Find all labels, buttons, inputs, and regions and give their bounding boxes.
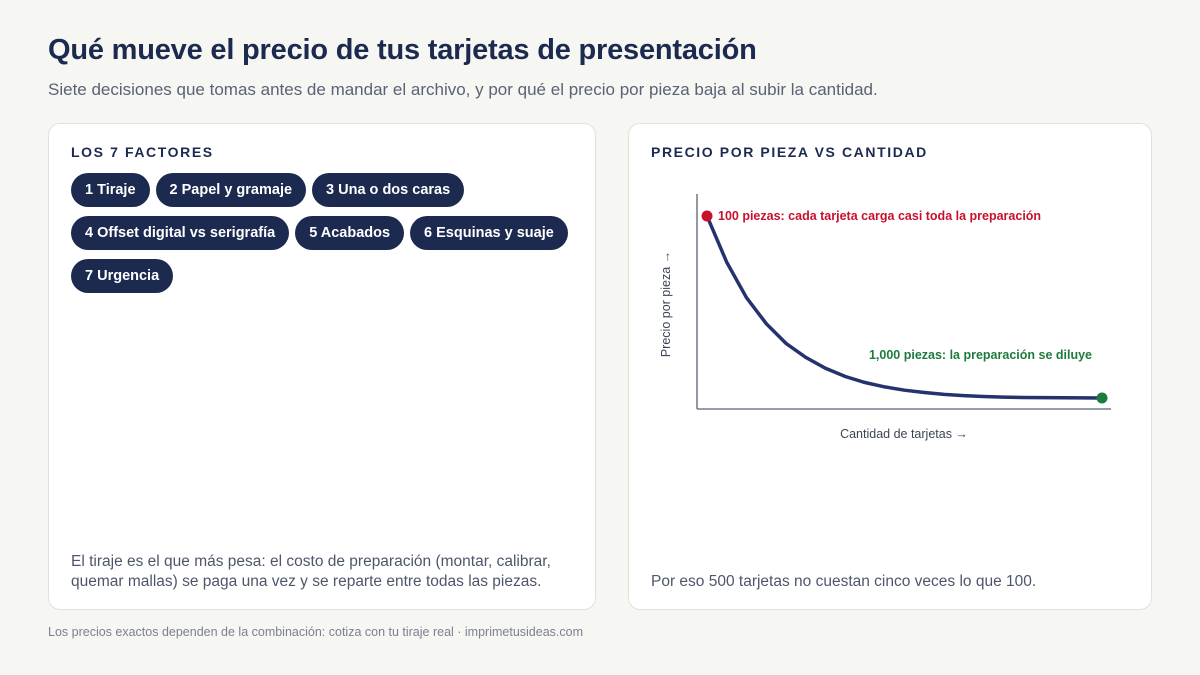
factor-chip-impresion[interactable]: 4 Offset digital vs serigrafía (71, 216, 290, 250)
chart-heading: PRECIO POR PIEZA VS CANTIDAD (651, 144, 928, 160)
price-chart: 100 piezas: cada tarjeta carga casi toda… (659, 194, 1111, 441)
factors-card: LOS 7 FACTORES 1 Tiraje 2 Papel y gramaj… (48, 123, 596, 610)
price-curve-line (705, 214, 1104, 400)
y-axis-label: Precio por pieza → (659, 251, 673, 357)
end-annotation-label: 1,000 piezas: la preparación se diluye (869, 348, 1092, 362)
factors-heading: LOS 7 FACTORES (71, 144, 214, 160)
factor-chip-tiraje[interactable]: 1 Tiraje (71, 173, 150, 207)
footer-note: Los precios exactos dependen de la combi… (48, 625, 583, 639)
start-point-marker (701, 210, 713, 222)
factor-chip-esquinas[interactable]: 6 Esquinas y suaje (410, 216, 568, 250)
end-point-marker (1096, 392, 1108, 404)
factor-chip-urgencia[interactable]: 7 Urgencia (71, 259, 174, 293)
factor-chip-list: 1 Tiraje 2 Papel y gramaje 3 Una o dos c… (71, 173, 571, 293)
price-chart-card: PRECIO POR PIEZA VS CANTIDAD 100 piezas:… (628, 123, 1152, 610)
chart-note: Por eso 500 tarjetas no cuestan cinco ve… (651, 573, 1037, 590)
factor-chip-acabados[interactable]: 5 Acabados (295, 216, 405, 250)
page-title: Qué mueve el precio de tus tarjetas de p… (48, 34, 757, 66)
factors-note: El tiraje es el que más pesa: el costo d… (71, 553, 551, 590)
start-annotation-label: 100 piezas: cada tarjeta carga casi toda… (718, 209, 1041, 223)
factor-chip-papel[interactable]: 2 Papel y gramaje (155, 173, 307, 207)
factor-chip-caras[interactable]: 3 Una o dos caras (312, 173, 465, 207)
x-axis-label: Cantidad de tarjetas → (840, 427, 968, 441)
page-subtitle: Siete decisiones que tomas antes de mand… (48, 80, 878, 99)
